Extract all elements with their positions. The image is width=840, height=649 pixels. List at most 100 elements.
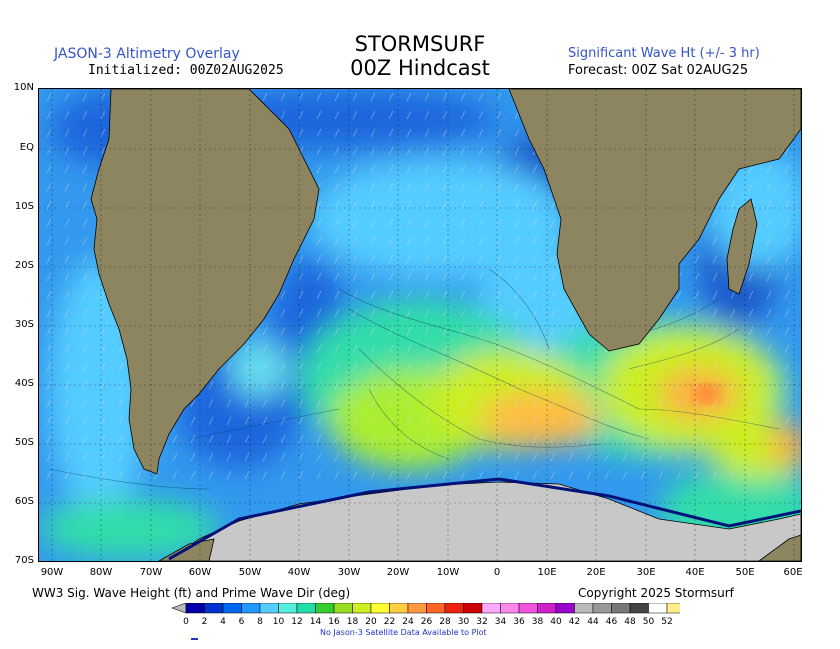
direction-arrow — [748, 182, 754, 192]
direction-arrow — [280, 380, 286, 390]
direction-arrow — [406, 470, 412, 480]
direction-arrow — [370, 182, 376, 192]
direction-arrow — [640, 344, 646, 354]
direction-arrow — [172, 452, 178, 462]
direction-arrow — [478, 272, 484, 282]
direction-arrow — [568, 434, 574, 444]
direction-arrow — [694, 416, 700, 426]
legend-tick-label: 34 — [495, 617, 507, 627]
direction-arrow — [64, 326, 70, 336]
direction-arrow — [316, 92, 322, 102]
direction-arrow — [82, 200, 88, 210]
direction-arrow — [442, 470, 448, 480]
direction-arrow — [208, 470, 214, 480]
direction-arrow — [316, 218, 322, 228]
direction-arrow — [766, 236, 772, 246]
direction-arrow — [514, 470, 520, 480]
direction-arrow — [316, 470, 322, 480]
lon-label: 50W — [238, 567, 262, 578]
direction-arrow — [262, 398, 268, 408]
direction-arrow — [406, 164, 412, 174]
direction-arrow — [370, 146, 376, 156]
direction-arrow — [298, 254, 304, 264]
direction-arrow — [406, 416, 412, 426]
direction-arrow — [478, 200, 484, 210]
direction-arrow — [658, 398, 664, 408]
direction-arrow — [370, 92, 376, 102]
direction-arrow — [388, 416, 394, 426]
legend-tick-label: 38 — [532, 617, 544, 627]
direction-arrow — [334, 416, 340, 426]
direction-arrow — [694, 272, 700, 282]
direction-arrow — [406, 452, 412, 462]
direction-arrow — [442, 128, 448, 138]
direction-arrow — [316, 236, 322, 246]
direction-arrow — [82, 92, 88, 102]
legend-swatch — [241, 602, 261, 614]
direction-arrow — [514, 326, 520, 336]
direction-arrow — [460, 398, 466, 408]
direction-arrow — [46, 326, 52, 336]
direction-arrow — [766, 290, 772, 300]
direction-arrow — [46, 362, 52, 372]
direction-arrow — [514, 308, 520, 318]
direction-arrow — [388, 344, 394, 354]
direction-arrow — [46, 128, 52, 138]
direction-arrow — [406, 290, 412, 300]
direction-arrow — [694, 326, 700, 336]
direction-arrow — [334, 380, 340, 390]
direction-arrow — [316, 362, 322, 372]
direction-arrow — [568, 470, 574, 480]
direction-arrow — [424, 218, 430, 228]
direction-arrow — [334, 470, 340, 480]
legend-arrow-low — [171, 602, 187, 614]
legend-tick-label: 44 — [587, 617, 599, 627]
direction-arrow — [46, 146, 52, 156]
direction-arrow — [514, 254, 520, 264]
direction-arrow — [730, 200, 736, 210]
direction-arrow — [46, 92, 52, 102]
direction-arrow — [244, 398, 250, 408]
direction-arrow — [730, 218, 736, 228]
direction-arrow — [370, 254, 376, 264]
lon-label: 10W — [436, 567, 460, 578]
direction-arrow — [676, 470, 682, 480]
direction-arrow — [46, 236, 52, 246]
direction-arrow — [190, 434, 196, 444]
lon-label: 30W — [337, 567, 361, 578]
direction-arrow — [442, 308, 448, 318]
legend-swatch — [444, 602, 464, 614]
direction-arrow — [388, 92, 394, 102]
direction-arrow — [100, 380, 106, 390]
direction-arrow — [442, 398, 448, 408]
direction-arrow — [100, 344, 106, 354]
direction-arrow — [244, 416, 250, 426]
lon-label: 10E — [537, 567, 557, 578]
direction-arrow — [712, 236, 718, 246]
direction-arrow — [46, 398, 52, 408]
direction-arrow — [586, 452, 592, 462]
direction-arrow — [766, 398, 772, 408]
direction-arrow — [64, 398, 70, 408]
direction-arrow — [406, 128, 412, 138]
direction-arrow — [568, 416, 574, 426]
direction-arrow — [766, 452, 772, 462]
direction-arrow — [64, 200, 70, 210]
antarctica-coast — [158, 534, 801, 561]
lon-label: 20E — [586, 567, 606, 578]
direction-arrow — [352, 272, 358, 282]
legend-swatch — [518, 602, 538, 614]
legend-tick-label: 40 — [550, 617, 562, 627]
direction-arrow — [82, 326, 88, 336]
direction-arrow — [442, 272, 448, 282]
direction-arrow — [550, 362, 556, 372]
lon-label: 40W — [287, 567, 311, 578]
direction-arrow — [388, 164, 394, 174]
direction-arrow — [676, 362, 682, 372]
direction-arrow — [478, 308, 484, 318]
direction-arrow — [424, 92, 430, 102]
direction-arrow — [64, 380, 70, 390]
direction-arrow — [262, 434, 268, 444]
direction-arrow — [496, 218, 502, 228]
direction-arrow — [352, 92, 358, 102]
